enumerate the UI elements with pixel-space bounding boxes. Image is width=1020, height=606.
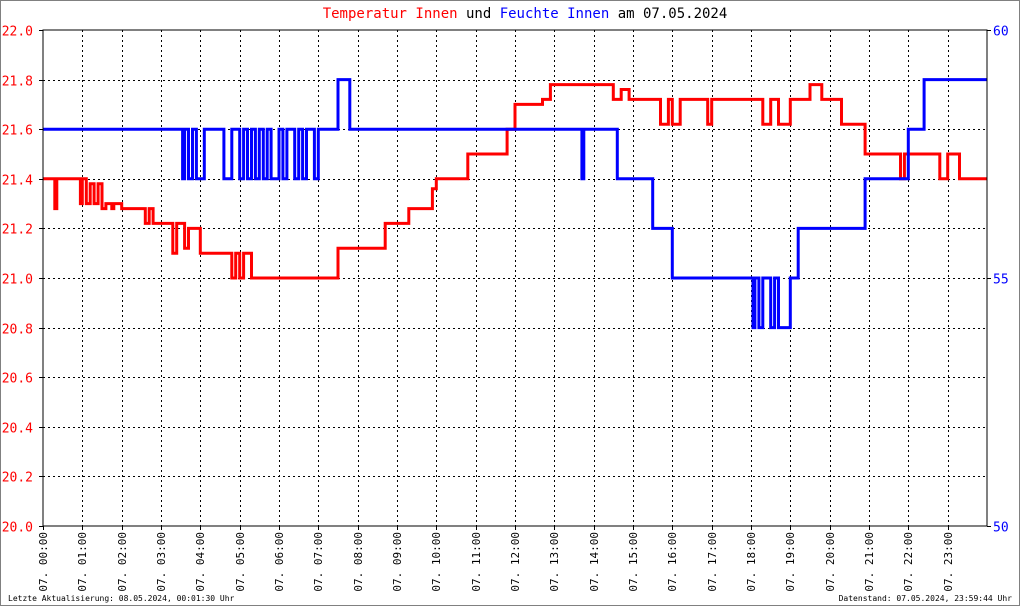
y-tick-label: 22.0 [2,25,33,40]
x-tick-label: 07. 00:00 [37,532,50,592]
plot-frame [42,29,988,527]
x-tick-label: 07. 03:00 [155,532,168,592]
series-line-left-axis [43,83,987,280]
x-tick-label: 07. 13:00 [548,532,561,592]
y-tick-label: 21.2 [2,223,33,238]
title-part-3: am 07.05.2024 [609,6,727,22]
x-tick-label: 07. 15:00 [627,532,640,592]
y-tick-label: 20.4 [2,422,33,437]
y-tick-label: 20.0 [2,521,33,536]
y-tick-label: 21.8 [2,75,33,90]
y-tick-label: 20.2 [2,471,33,486]
title-part-2: Feuchte Innen [500,6,610,22]
y2-tick-label: 60 [993,25,1009,40]
x-tick-label: 07. 10:00 [430,532,443,592]
y-tick-label: 20.6 [2,372,33,387]
x-tick-label: 07. 07:00 [312,532,325,592]
x-tick-label: 07. 11:00 [470,532,483,592]
title-part-1: und [458,6,500,22]
x-axis-labels: 07. 00:00 07. 01:00 07. 02:00 07. 03:00 07. … [37,532,955,592]
y-tick-label: 21.6 [2,124,33,139]
chart-title: Temperatur Innen und Feuchte Innen am 07… [323,6,728,22]
y-tick-label: 20.8 [2,323,33,338]
x-tick-label: 07. 20:00 [824,532,837,592]
footer-left: Letzte Aktualisierung: 08.05.2024, 00:01… [8,594,235,603]
title-part-0: Temperatur Innen [323,6,458,22]
x-tick-label: 07. 17:00 [706,532,719,592]
y-tick-label: 21.0 [2,273,33,288]
x-tick-label: 07. 08:00 [352,532,365,592]
y2-tick-label: 55 [993,273,1009,288]
x-tick-label: 07. 04:00 [194,532,207,592]
x-tick-label: 07. 19:00 [784,532,797,592]
x-tick-label: 07. 02:00 [116,532,129,592]
x-tick-label: 07. 18:00 [745,532,758,592]
x-tick-label: 07. 12:00 [509,532,522,592]
y-axis-left-labels: 20.0 20.2 20.4 20.6 20.8 21.0 21.2 21.4 21.6 21.8… [2,25,33,536]
x-tick-label: 07. 01:00 [76,532,89,592]
y-axis-right-labels: 50 55 60 [993,25,1009,536]
x-tick-label: 07. 09:00 [391,532,404,592]
x-tick-label: 07. 23:00 [942,532,955,592]
y-tick-label: 21.4 [2,174,33,189]
x-tick-label: 07. 05:00 [234,532,247,592]
x-tick-label: 07. 22:00 [902,532,915,592]
x-tick-label: 07. 16:00 [666,532,679,592]
x-tick-label: 07. 14:00 [588,532,601,592]
footer-right: Datenstand: 07.05.2024, 23:59:44 Uhr [839,594,1013,603]
series-line-right-axis [43,78,987,330]
y2-tick-label: 50 [993,521,1009,536]
x-tick-label: 07. 06:00 [273,532,286,592]
x-tick-label: 07. 21:00 [863,532,876,592]
series-group [43,78,987,330]
